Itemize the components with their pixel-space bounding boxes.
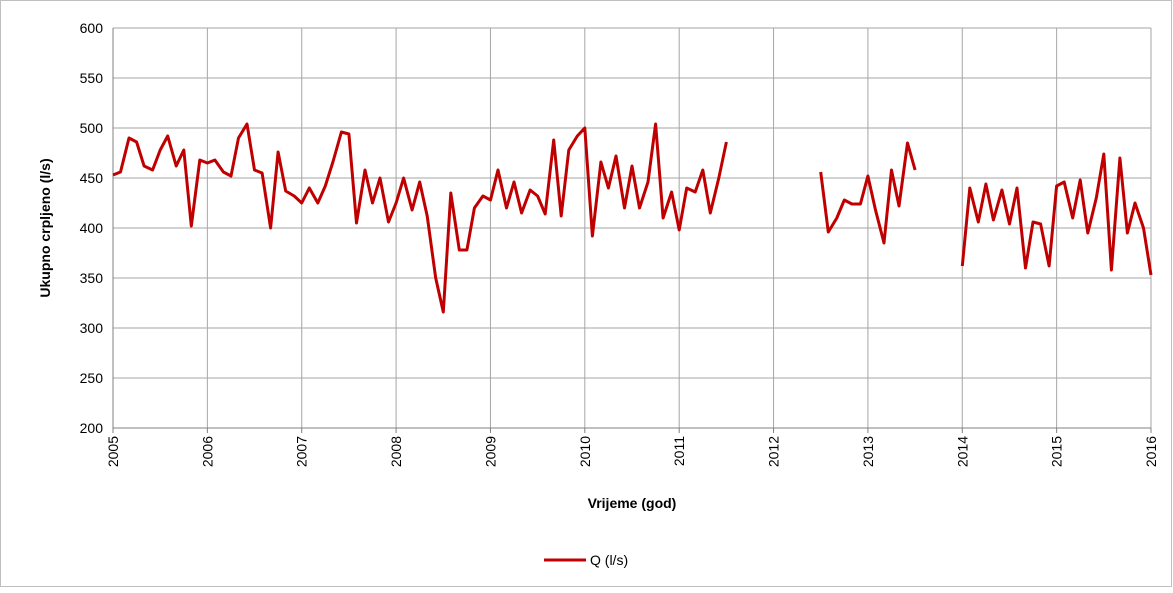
y-tick-label: 600 xyxy=(80,20,104,36)
x-tick-label: 2007 xyxy=(294,436,310,467)
x-tick-label: 2011 xyxy=(671,436,687,466)
y-tick-label: 450 xyxy=(80,170,104,186)
x-tick-label: 2012 xyxy=(766,436,782,467)
x-tick-label: 2005 xyxy=(105,436,121,467)
y-tick-label: 350 xyxy=(80,270,104,286)
y-tick-label: 400 xyxy=(80,220,104,236)
x-tick-label: 2014 xyxy=(954,436,970,467)
x-axis-title: Vrijeme (god) xyxy=(588,495,677,511)
x-tick-label: 2015 xyxy=(1049,436,1065,467)
y-axis-title: Ukupno crpljeno (l/s) xyxy=(37,158,53,297)
y-tick-label: 300 xyxy=(80,320,104,336)
x-tick-label: 2009 xyxy=(482,436,498,467)
x-tick-label: 2016 xyxy=(1143,436,1159,467)
x-tick-label: 2006 xyxy=(199,436,215,467)
y-tick-label: 200 xyxy=(80,420,104,436)
x-tick-label: 2008 xyxy=(388,436,404,467)
y-tick-label: 500 xyxy=(80,120,104,136)
x-tick-label: 2010 xyxy=(577,436,593,467)
data-line xyxy=(112,122,1153,314)
y-tick-label: 550 xyxy=(80,70,104,86)
legend-label: Q (l/s) xyxy=(590,552,628,568)
x-tick-label: 2013 xyxy=(860,436,876,467)
y-tick-label: 250 xyxy=(80,370,104,386)
